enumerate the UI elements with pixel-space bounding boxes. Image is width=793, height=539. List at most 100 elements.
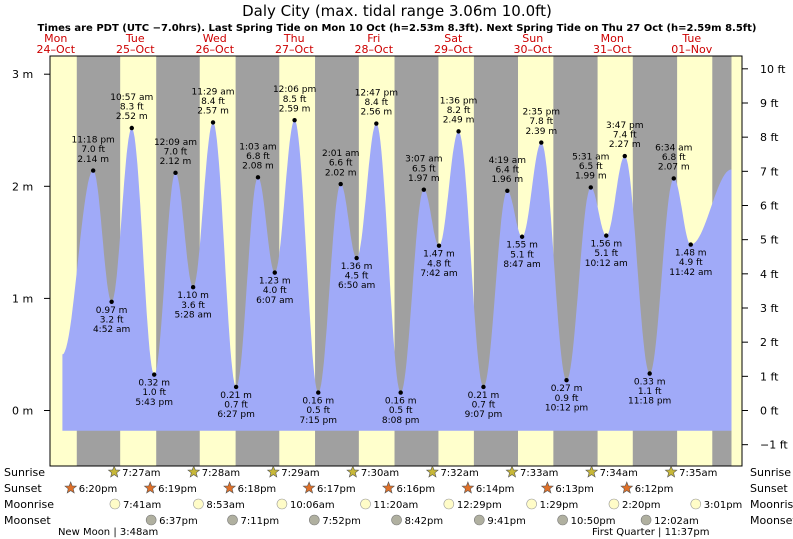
low-tide-label: 8:08 pm [382, 416, 420, 426]
low-tide-label: 0.16 m [302, 397, 334, 407]
high-tide-label: 10:57 am [110, 93, 153, 103]
day-of-week-label: Mon [44, 32, 67, 45]
plot-frame [49, 55, 743, 467]
high-tide-label: 2.57 m [197, 107, 229, 117]
high-tide-point [539, 140, 544, 145]
low-tide-label: 3.2 ft [100, 315, 124, 325]
day-of-week-label: Tue [125, 32, 145, 45]
high-tide-label: 6:34 am [655, 143, 692, 153]
astro-row-label-left: Moonrise [4, 498, 54, 511]
chart-title: Daly City (max. tidal range 3.06m 10.0ft… [242, 2, 552, 20]
high-tide-point [456, 129, 461, 134]
moonset-time: 7:52pm [322, 516, 361, 527]
high-tide-label: 1.99 m [575, 172, 607, 182]
low-tide-point [354, 255, 359, 261]
low-tide-label: 1.0 ft [142, 388, 166, 398]
high-tide-label: 2.07 m [658, 163, 690, 173]
day-date-label: 29–Oct [434, 43, 473, 56]
high-tide-label: 6.5 ft [412, 164, 436, 174]
high-tide-label: 8.2 ft [447, 106, 471, 116]
sunrise-time: 7:35am [679, 468, 717, 479]
high-tide-label: 7.4 ft [613, 131, 637, 141]
sunrise-icon [346, 465, 360, 478]
low-tide-label: 0.21 m [220, 391, 252, 401]
low-tide-label: 4.9 ft [679, 258, 703, 268]
day-of-week-label: Tue [681, 32, 701, 45]
low-tide-label: 5:28 am [174, 310, 211, 320]
low-tide-label: 0.7 ft [224, 401, 248, 411]
low-tide-label: 1.36 m [341, 262, 373, 272]
low-tide-label: 4:52 am [93, 325, 130, 335]
high-tide-label: 12:09 am [154, 138, 197, 148]
moonset-time: 10:50pm [571, 516, 616, 527]
low-tide-label: 8:47 am [503, 260, 540, 270]
low-tide-label: 10:12 am [585, 259, 628, 269]
low-tide-label: 9:07 pm [465, 410, 503, 420]
low-tide-label: 1.48 m [675, 249, 707, 259]
right-axis-tick-label: −1 ft [760, 439, 788, 452]
low-tide-label: 4.0 ft [263, 286, 287, 296]
astro-row-label-right: Sunset [750, 482, 788, 495]
low-tide-label: 1.23 m [259, 277, 291, 287]
astro-row-label-right: Moonrise [750, 498, 793, 511]
right-axis-tick-label: 8 ft [760, 131, 779, 144]
sunset-time: 6:13pm [555, 484, 594, 495]
moonrise-time: 8:53am [206, 500, 244, 511]
low-tide-label: 6:27 pm [217, 410, 255, 420]
high-tide-label: 11:29 am [191, 87, 234, 97]
sunset-icon [620, 481, 634, 494]
chart-subtitle: Times are PDT (UTC −7.0hrs). Last Spring… [37, 23, 756, 34]
low-tide-label: 0.32 m [138, 379, 170, 389]
low-tide-label: 4.8 ft [427, 259, 451, 269]
right-axis-tick-label: 6 ft [760, 199, 779, 212]
sunrise-time: 7:27am [122, 468, 160, 479]
moonset-icon [309, 514, 320, 526]
high-tide-label: 2.52 m [116, 112, 148, 122]
low-tide-label: 0.97 m [96, 306, 128, 316]
low-tide-label: 1.47 m [423, 250, 455, 260]
high-tide-label: 1:36 pm [440, 96, 478, 106]
sunrise-icon [425, 465, 439, 478]
moonset-icon [474, 514, 485, 526]
low-tide-label: 0.5 ft [306, 406, 330, 416]
sunset-time: 6:18pm [238, 484, 277, 495]
high-tide-label: 2.02 m [325, 168, 357, 178]
high-tide-label: 6.5 ft [579, 162, 603, 172]
day-date-label: 30–Oct [513, 43, 552, 56]
sunrise-icon [266, 465, 280, 478]
high-tide-point [421, 187, 427, 192]
day-date-label: 01–Nov [671, 43, 712, 56]
sunset-icon [64, 481, 78, 494]
low-tide-point [151, 372, 157, 377]
low-tide-point [316, 390, 321, 395]
high-tide-point [255, 175, 261, 180]
moonrise-icon [360, 498, 371, 510]
moonrise-icon [608, 498, 620, 510]
moonrise-time: 12:29pm [457, 500, 502, 511]
low-tide-point [519, 234, 525, 239]
high-tide-label: 7.0 ft [81, 145, 105, 155]
high-tide-label: 7.8 ft [529, 117, 553, 127]
left-axis-tick-label: 1 m [12, 292, 33, 305]
left-axis-tick-label: 3 m [12, 68, 33, 81]
high-tide-label: 11:18 pm [72, 136, 115, 146]
right-axis-tick-label: 4 ft [760, 268, 779, 281]
day-date-label: 24–Oct [36, 43, 75, 56]
high-tide-point [374, 121, 379, 126]
low-tide-point [272, 270, 277, 275]
moonrise-icon [193, 498, 204, 510]
low-tide-label: 6:50 am [338, 281, 375, 291]
moonset-icon [391, 514, 402, 526]
high-tide-label: 8.4 ft [201, 97, 225, 107]
tide-curve-layer [62, 120, 732, 431]
low-tide-label: 7:15 pm [299, 416, 337, 426]
right-axis-tick-label: 5 ft [760, 234, 779, 247]
day-date-label: 27–Oct [275, 43, 314, 56]
astro-row-label-right: Moonset [750, 514, 793, 527]
moonrise-icon [443, 498, 455, 510]
moonrise-time: 7:41am [123, 500, 161, 511]
low-tide-point [688, 242, 693, 247]
sunrise-icon [505, 465, 519, 478]
moonset-time: 7:11pm [241, 516, 280, 527]
low-tide-point [233, 384, 239, 390]
